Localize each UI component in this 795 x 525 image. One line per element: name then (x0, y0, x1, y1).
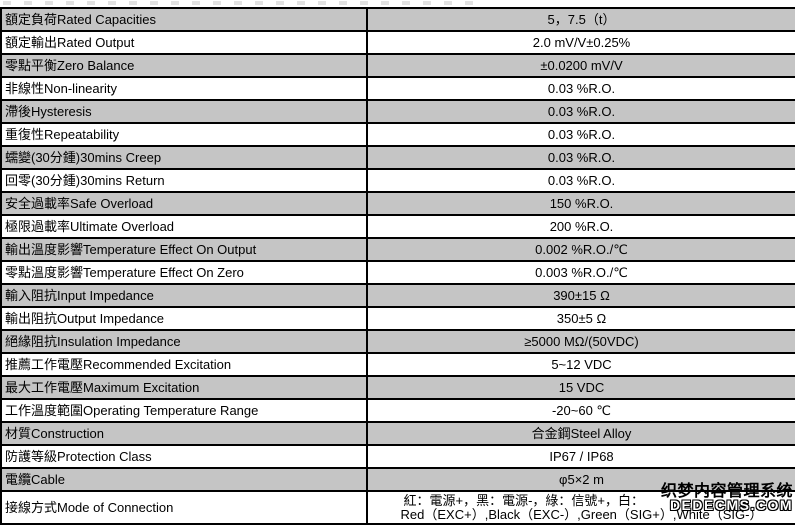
table-row: 滯後Hysteresis 0.03 %R.O. (0, 99, 795, 124)
table-row: 安全過載率Safe Overload 150 %R.O. (0, 191, 795, 216)
table-row: 重復性Repeatability 0.03 %R.O. (0, 122, 795, 147)
spec-value: 5，7.5（t） (366, 7, 795, 32)
table-row: 極限過載率Ultimate Overload 200 %R.O. (0, 214, 795, 239)
spec-label: 極限過載率Ultimate Overload (0, 214, 368, 239)
table-row: 防護等級Protection Class IP67 / IP68 (0, 444, 795, 469)
spec-value: 0.03 %R.O. (366, 99, 795, 124)
specification-table: 額定負荷Rated Capacities 5，7.5（t） 額定輸出Rated … (0, 7, 795, 525)
spec-label: 重復性Repeatability (0, 122, 368, 147)
spec-label: 防護等級Protection Class (0, 444, 368, 469)
spec-value: 0.003 %R.O./℃ (366, 260, 795, 285)
table-row: 輸出溫度影響Temperature Effect On Output 0.002… (0, 237, 795, 262)
table-row: 電纜Cable φ5×2 m (0, 467, 795, 492)
spec-value: 0.03 %R.O. (366, 145, 795, 170)
table-row-mode-of-connection: 接線方式Mode of Connection 紅：電源+，黑：電源-，綠：信號+… (0, 490, 795, 525)
spec-label: 工作溫度範圍Operating Temperature Range (0, 398, 368, 423)
spec-value: 0.03 %R.O. (366, 76, 795, 101)
spec-value: 0.002 %R.O./℃ (366, 237, 795, 262)
spec-value: 350±5 Ω (366, 306, 795, 331)
table-row: 材質Construction 合金鋼Steel Alloy (0, 421, 795, 446)
spec-label: 非線性Non-linearity (0, 76, 368, 101)
table-row: 非線性Non-linearity 0.03 %R.O. (0, 76, 795, 101)
spec-label: 輸入阻抗Input Impedance (0, 283, 368, 308)
spec-value: 合金鋼Steel Alloy (366, 421, 795, 446)
spec-value: 15 VDC (366, 375, 795, 400)
spec-label: 額定負荷Rated Capacities (0, 7, 368, 32)
spec-value: 5~12 VDC (366, 352, 795, 377)
spec-label: 額定輸出Rated Output (0, 30, 368, 55)
table-row: 蠕變(30分鍾)30mins Creep 0.03 %R.O. (0, 145, 795, 170)
spec-label: 零點溫度影響Temperature Effect On Zero (0, 260, 368, 285)
table-row: 輸入阻抗Input Impedance 390±15 Ω (0, 283, 795, 308)
spec-value: 390±15 Ω (366, 283, 795, 308)
spec-label: 材質Construction (0, 421, 368, 446)
spec-label: 零點平衡Zero Balance (0, 53, 368, 78)
table-row: 回零(30分鍾)30mins Return 0.03 %R.O. (0, 168, 795, 193)
table-row: 額定輸出Rated Output 2.0 mV/V±0.25% (0, 30, 795, 55)
spec-value: 2.0 mV/V±0.25% (366, 30, 795, 55)
connection-wiring-chinese: 紅：電源+，黑：電源-，綠：信號+，白： (403, 492, 644, 508)
spec-label: 滯後Hysteresis (0, 99, 368, 124)
spec-value: 0.03 %R.O. (366, 122, 795, 147)
spec-value: -20~60 ℃ (366, 398, 795, 423)
spec-value: 150 %R.O. (366, 191, 795, 216)
table-row: 工作溫度範圍Operating Temperature Range -20~60… (0, 398, 795, 423)
table-row: 額定負荷Rated Capacities 5，7.5（t） (0, 7, 795, 32)
spec-label: 接線方式Mode of Connection (0, 490, 368, 525)
spec-value-connection: 紅：電源+，黑：電源-，綠：信號+，白： Red（EXC+）,Black（EXC… (366, 490, 795, 525)
table-row: 推薦工作電壓Recommended Excitation 5~12 VDC (0, 352, 795, 377)
spec-value: ±0.0200 mV/V (366, 53, 795, 78)
table-row: 絕緣阻抗Insulation Impedance ≥5000 MΩ/(50VDC… (0, 329, 795, 354)
spec-label: 絕緣阻抗Insulation Impedance (0, 329, 368, 354)
spec-label: 回零(30分鍾)30mins Return (0, 168, 368, 193)
spec-value: 200 %R.O. (366, 214, 795, 239)
connection-wiring-english: Red（EXC+）,Black（EXC-）,Green（SIG+）,White（… (400, 506, 763, 522)
table-row: 最大工作電壓Maximum Excitation 15 VDC (0, 375, 795, 400)
spec-label: 最大工作電壓Maximum Excitation (0, 375, 368, 400)
spec-label: 推薦工作電壓Recommended Excitation (0, 352, 368, 377)
table-row: 輸出阻抗Output Impedance 350±5 Ω (0, 306, 795, 331)
cropped-text-remnant (3, 1, 473, 5)
spec-label: 蠕變(30分鍾)30mins Creep (0, 145, 368, 170)
table-row: 零點平衡Zero Balance ±0.0200 mV/V (0, 53, 795, 78)
spec-value: 0.03 %R.O. (366, 168, 795, 193)
table-row: 零點溫度影響Temperature Effect On Zero 0.003 %… (0, 260, 795, 285)
spec-value: ≥5000 MΩ/(50VDC) (366, 329, 795, 354)
spec-label: 安全過載率Safe Overload (0, 191, 368, 216)
spec-label: 輸出溫度影響Temperature Effect On Output (0, 237, 368, 262)
spec-label: 輸出阻抗Output Impedance (0, 306, 368, 331)
spec-value: IP67 / IP68 (366, 444, 795, 469)
spec-value: φ5×2 m (366, 467, 795, 492)
spec-label: 電纜Cable (0, 467, 368, 492)
